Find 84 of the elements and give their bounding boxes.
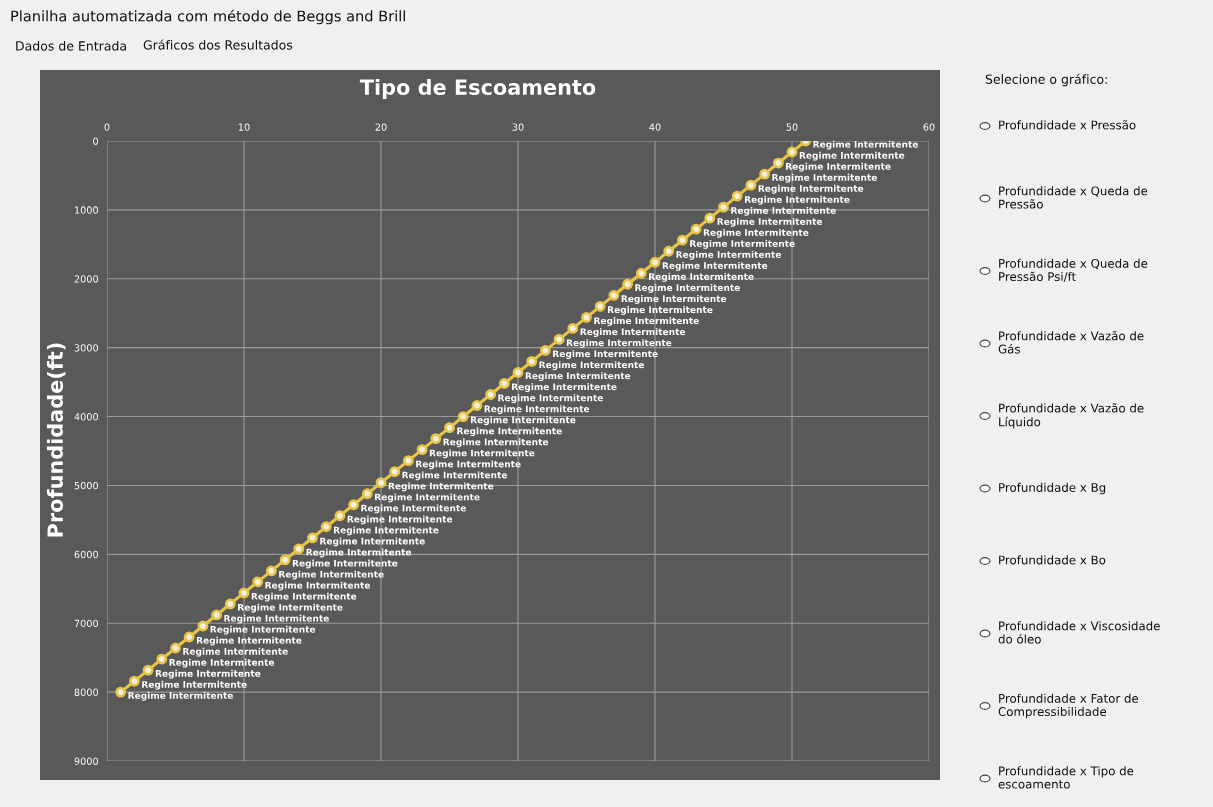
y-tick-label: 2000 bbox=[74, 275, 99, 283]
data-label: Regime Intermitente bbox=[443, 438, 549, 448]
data-label: Regime Intermitente bbox=[580, 328, 686, 337]
text: Profundidade x Pressão bbox=[999, 120, 1136, 130]
text: Profundidade x Viscosidade do óleo bbox=[998, 621, 1160, 644]
data-label: Regime Intermitente bbox=[142, 680, 247, 690]
data-label: Regime Intermitente bbox=[265, 581, 370, 591]
data-label: Regime Intermitente bbox=[649, 273, 754, 282]
y-tick-label: 8000 bbox=[74, 688, 99, 696]
data-label: Regime Intermitente bbox=[731, 206, 836, 216]
data-label: Regime Intermitente bbox=[224, 614, 329, 624]
x-tick-label: 0 bbox=[104, 123, 110, 131]
data-label: Regime Intermitente bbox=[758, 184, 864, 194]
data-label: Regime Intermitente bbox=[662, 262, 768, 271]
data-label: Regime Intermitente bbox=[813, 140, 918, 150]
data-label: Regime Intermitente bbox=[744, 195, 850, 205]
y-tick-label: 9000 bbox=[74, 757, 99, 765]
text: Planilha automatizada com método de Beggs and Brill bbox=[11, 9, 405, 25]
data-label: Regime Intermitente bbox=[128, 691, 233, 701]
data-label: Regime Intermitente bbox=[238, 603, 343, 613]
y-axis-title: Profundidade(ft) bbox=[46, 343, 66, 537]
data-label: Regime Intermitente bbox=[525, 372, 631, 382]
text: Profundidade x Vazão de Gás bbox=[998, 330, 1144, 354]
data-label: Regime Intermitente bbox=[416, 460, 521, 470]
data-label: Regime Intermitente bbox=[690, 239, 795, 249]
x-tick-label: 20 bbox=[375, 123, 387, 131]
text: Profundidade x Vazão de Líquido bbox=[999, 403, 1144, 429]
data-label: Regime Intermitente bbox=[169, 658, 275, 668]
data-label: Regime Intermitente bbox=[333, 526, 439, 536]
y-tick-label: 4000 bbox=[74, 413, 99, 421]
x-tick-label: 10 bbox=[238, 123, 250, 131]
data-label: Regime Intermitente bbox=[621, 295, 727, 304]
data-label: Regime Intermitente bbox=[786, 162, 891, 172]
data-label: Regime Intermitente bbox=[347, 515, 453, 525]
data-label: Regime Intermitente bbox=[196, 636, 302, 646]
y-tick-label: 1000 bbox=[74, 206, 99, 214]
data-label: Regime Intermitente bbox=[484, 405, 590, 415]
y-tick-label: 5000 bbox=[74, 481, 99, 490]
text: Profundidade x Fator de Compressibilidade bbox=[998, 693, 1139, 719]
data-label: Regime Intermitente bbox=[498, 394, 603, 404]
text: Profundidade x Bg bbox=[999, 482, 1106, 495]
x-tick-label: 60 bbox=[923, 123, 935, 131]
x-tick-label: 50 bbox=[786, 123, 798, 131]
y-tick-label: 6000 bbox=[74, 550, 99, 559]
data-label: Regime Intermitente bbox=[607, 306, 713, 315]
data-label: Regime Intermitente bbox=[292, 559, 398, 569]
data-label: Regime Intermitente bbox=[512, 383, 617, 393]
data-label: Regime Intermitente bbox=[361, 504, 466, 514]
data-label: Regime Intermitente bbox=[402, 471, 507, 481]
data-label: Regime Intermitente bbox=[375, 493, 480, 503]
chart-title: Tipo de Escoamento bbox=[359, 78, 596, 100]
data-label: Regime Intermitente bbox=[457, 427, 562, 437]
y-tick-label: 7000 bbox=[74, 619, 99, 628]
data-label: Regime Intermitente bbox=[717, 217, 823, 227]
data-label: Regime Intermitente bbox=[429, 449, 535, 459]
data-label: Regime Intermitente bbox=[799, 151, 905, 161]
y-tick-label: 0 bbox=[93, 137, 99, 145]
text: Dados de Entrada bbox=[16, 40, 126, 51]
text: Profundidade x Bo bbox=[999, 555, 1106, 565]
data-label: Regime Intermitente bbox=[183, 647, 288, 657]
data-label: Regime Intermitente bbox=[470, 416, 576, 426]
data-label: Regime Intermitente bbox=[635, 284, 740, 293]
data-label: Regime Intermitente bbox=[251, 592, 357, 602]
data-label: Regime Intermitente bbox=[772, 173, 877, 183]
data-label: Regime Intermitente bbox=[553, 350, 658, 359]
data-label: Regime Intermitente bbox=[566, 339, 672, 348]
data-label: Regime Intermitente bbox=[210, 625, 316, 635]
y-tick-label: 3000 bbox=[74, 344, 99, 352]
data-label: Regime Intermitente bbox=[594, 317, 699, 326]
data-label: Regime Intermitente bbox=[155, 669, 261, 679]
text: Gráficos dos Resultados bbox=[143, 39, 293, 50]
data-label: Regime Intermitente bbox=[306, 548, 412, 558]
data-label: Regime Intermitente bbox=[279, 570, 384, 580]
data-label: Regime Intermitente bbox=[703, 228, 809, 238]
text: Profundidade x Tipo de escoamento bbox=[998, 766, 1134, 789]
text: Profundidade x Queda de Pressão bbox=[999, 186, 1148, 209]
x-tick-label: 40 bbox=[649, 123, 661, 131]
data-label: Regime Intermitente bbox=[388, 482, 494, 492]
x-tick-label: 30 bbox=[512, 123, 524, 131]
text: Profundidade x Queda de Pressão Psi/ft bbox=[999, 258, 1148, 282]
text: Selecione o gráfico: bbox=[985, 73, 1107, 87]
data-label: Regime Intermitente bbox=[320, 537, 425, 547]
data-label: Regime Intermitente bbox=[676, 250, 781, 260]
data-label: Regime Intermitente bbox=[539, 361, 644, 371]
